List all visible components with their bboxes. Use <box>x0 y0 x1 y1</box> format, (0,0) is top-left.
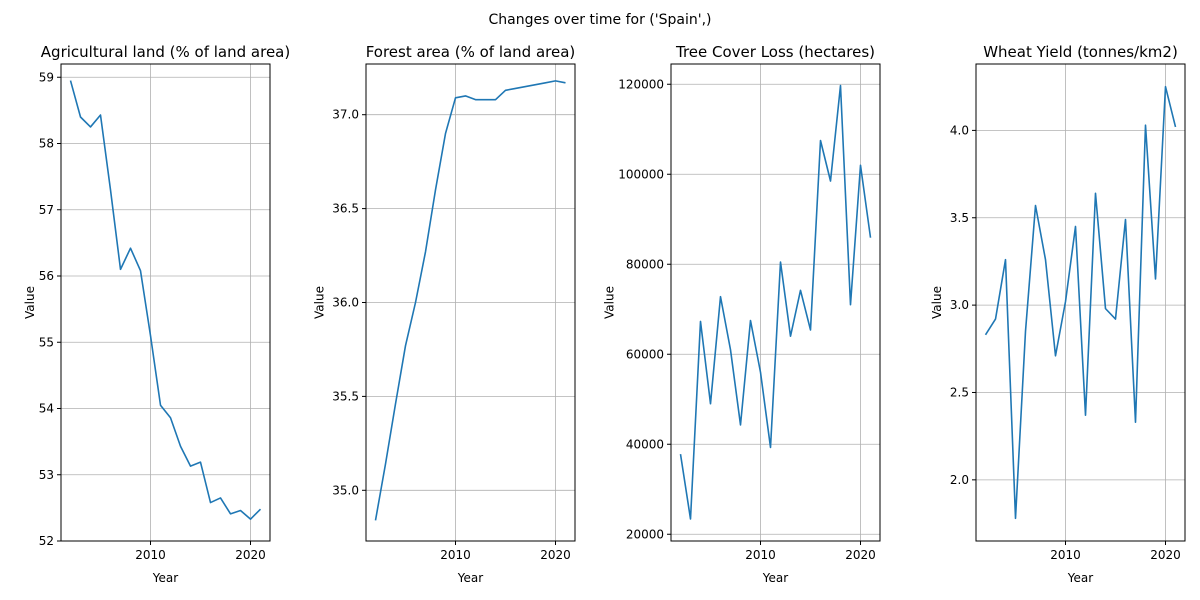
subplot-3: 20000 40000 60000 80000 100000 120000 2010 2020… <box>602 43 881 585</box>
subplot-4: 2.0 2.5 3.0 3.5 4.0 2010 2020 Wheat Yield (tonn… <box>930 43 1186 585</box>
y-tick-label: 2.0 <box>950 473 969 487</box>
subplot-title: Forest area (% of land area) <box>366 43 576 61</box>
y-tick-label: 100000 <box>618 167 664 181</box>
y-tick-label: 3.0 <box>950 298 969 312</box>
x-tick-label: 2020 <box>1150 548 1181 562</box>
series-line <box>984 85 1177 520</box>
x-axis-label: Year <box>762 571 788 585</box>
subplot-title: Agricultural land (% of land area) <box>41 43 290 61</box>
y-tick-label: 36.5 <box>332 202 359 216</box>
y-tick-label: 55 <box>39 335 54 349</box>
y-tick-label: 56 <box>39 269 54 283</box>
x-tick-label: 2010 <box>1050 548 1081 562</box>
y-tick-label: 40000 <box>626 437 664 451</box>
axes-frame <box>60 63 271 542</box>
y-tick-label: 80000 <box>626 257 664 271</box>
y-tick-label: 36.0 <box>332 296 359 310</box>
x-tick-label: 2020 <box>235 548 266 562</box>
y-tick-label: 54 <box>39 402 54 416</box>
y-tick-label: 4.0 <box>950 123 969 137</box>
y-tick-label: 52 <box>39 534 54 548</box>
y-tick-label: 35.0 <box>332 483 359 497</box>
subplot-title: Wheat Yield (tonnes/km2) <box>983 43 1178 61</box>
x-tick-label: 2010 <box>745 548 776 562</box>
y-tick-label: 20000 <box>626 527 664 541</box>
y-tick-label: 2.5 <box>950 385 969 399</box>
y-tick-label: 3.5 <box>950 211 969 225</box>
series-line <box>69 80 262 520</box>
axes-frame <box>975 63 1186 542</box>
axes-frame <box>670 63 881 542</box>
x-axis-label: Year <box>1067 571 1093 585</box>
x-tick-label: 2020 <box>845 548 876 562</box>
y-tick-label: 58 <box>39 137 54 151</box>
y-tick-label: 37.0 <box>332 108 359 122</box>
subplot-2: 35.0 35.5 36.0 36.5 37.0 2010 2020 Forest area … <box>313 43 576 585</box>
x-axis-label: Year <box>152 571 178 585</box>
y-axis-label: Value <box>602 286 616 319</box>
y-axis-label: Value <box>930 286 944 319</box>
x-tick-label: 2010 <box>440 548 471 562</box>
y-tick-label: 59 <box>39 70 54 84</box>
y-axis-label: Value <box>313 286 327 319</box>
x-tick-label: 2010 <box>135 548 166 562</box>
x-tick-label: 2020 <box>540 548 571 562</box>
y-axis-label: Value <box>23 286 37 319</box>
subplot-title: Tree Cover Loss (hectares) <box>675 43 875 61</box>
series-line <box>374 80 566 521</box>
y-tick-label: 60000 <box>626 347 664 361</box>
subplot-1: 52 53 54 55 56 57 58 59 2010 2020 Agricultural lan… <box>23 43 290 585</box>
series-line <box>679 84 872 520</box>
y-tick-label: 57 <box>39 203 54 217</box>
y-tick-label: 35.5 <box>332 389 359 403</box>
figure-title: Changes over time for ('Spain',) <box>489 12 712 28</box>
x-axis-label: Year <box>457 571 483 585</box>
y-tick-label: 120000 <box>618 77 664 91</box>
y-tick-label: 53 <box>39 468 54 482</box>
